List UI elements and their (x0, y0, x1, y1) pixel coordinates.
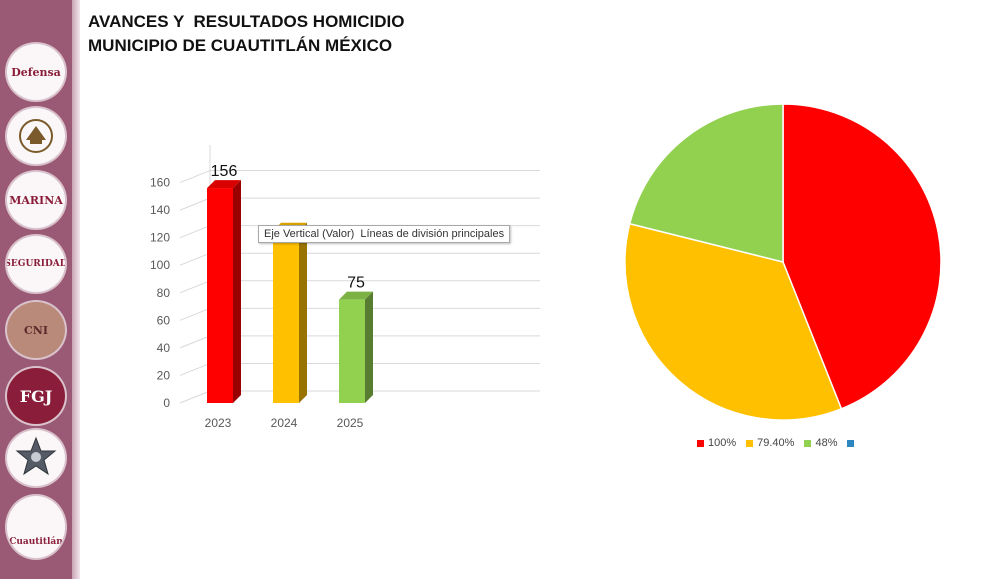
bar-side (365, 291, 373, 403)
cuautitlan-logo-text: Cuautitlán (9, 537, 63, 547)
y-tick-label: 160 (150, 176, 170, 190)
y-tick-label: 40 (157, 341, 171, 355)
gridline-side (179, 197, 211, 211)
title-line-2: MUNICIPIO DE CUAUTITLÁN MÉXICO (88, 36, 393, 55)
y-tick-label: 140 (150, 203, 170, 217)
fgj-logo-text: FGJ (19, 386, 53, 406)
pie-slice (782, 103, 942, 410)
marina-logo: MARINA (5, 170, 67, 230)
x-tick-label: 2025 (337, 416, 364, 430)
bar-top (339, 291, 373, 300)
bar-side (233, 180, 241, 403)
page-title: AVANCES Y RESULTADOS HOMICIDIO MUNICIPIO… (88, 10, 404, 58)
eagle-emblem-icon (19, 119, 53, 153)
y-tick-label: 100 (150, 258, 170, 272)
gridline-side (179, 307, 211, 321)
title-line-1: AVANCES Y RESULTADOS HOMICIDIO (88, 12, 405, 31)
legend-label: 48% (815, 437, 838, 449)
legend-swatch (847, 439, 855, 447)
x-tick-label: 2024 (271, 416, 298, 430)
defensa-logo-text: Defensa (11, 65, 61, 79)
bar (207, 188, 233, 403)
bar-chart: 0 20 40 60 80 100 120 140 160 156 2023 2024 75 2025 (150, 145, 540, 430)
sidebar-edge (72, 0, 80, 579)
gridline-side (179, 362, 211, 376)
pie-chart (624, 103, 942, 421)
y-tick-label: 0 (163, 396, 170, 410)
bar-data-label: 75 (347, 275, 365, 292)
pie-legend: 100% 79.40% 48% (697, 437, 855, 449)
seguridad-logo: SEGURIDAD (5, 234, 67, 294)
legend-item (847, 439, 855, 447)
fgj-logo: FGJ (5, 366, 67, 426)
bar-side (299, 222, 307, 403)
chart-tooltip: Eje Vertical (Valor) Líneas de división … (258, 225, 511, 243)
bar-data-label: 156 (211, 163, 238, 180)
gridline-side (179, 252, 211, 266)
gridline-side (179, 335, 211, 349)
legend-item: 100% (697, 437, 736, 449)
legend-swatch (804, 439, 812, 447)
y-tick-label: 120 (150, 231, 170, 245)
y-tick-label: 80 (157, 286, 171, 300)
y-tick-label: 20 (157, 368, 171, 382)
pie-slice (628, 103, 784, 263)
legend-swatch (697, 439, 704, 447)
gridline-side (179, 225, 211, 239)
gridline-side (179, 170, 211, 184)
police-star-icon (15, 436, 57, 476)
guardia-nacional-logo (5, 106, 67, 166)
bar-top (207, 180, 241, 189)
x-tick-label: 2023 (205, 416, 232, 430)
legend-label: 79.40% (757, 437, 795, 449)
legend-label: 100% (708, 437, 737, 449)
gridline-side (179, 280, 211, 294)
pie-slice (624, 222, 843, 421)
police-star-logo (5, 428, 67, 488)
sidebar: Defensa MARINA SEGURIDAD CNI FGJ Cuautit… (0, 0, 72, 579)
seguridad-logo-text: SEGURIDAD (5, 259, 67, 269)
defensa-logo: Defensa (5, 42, 67, 102)
legend-item: 48% (804, 437, 837, 449)
marina-logo-text: MARINA (9, 193, 63, 207)
legend-swatch (746, 439, 754, 447)
gridline-side (179, 390, 211, 404)
cuautitlan-logo: Cuautitlán (5, 494, 67, 560)
cni-logo-text: CNI (24, 323, 48, 337)
cni-logo: CNI (5, 300, 67, 360)
bar (339, 299, 365, 403)
bar (273, 230, 299, 403)
legend-item: 79.40% (746, 437, 794, 449)
y-tick-label: 60 (157, 313, 171, 327)
